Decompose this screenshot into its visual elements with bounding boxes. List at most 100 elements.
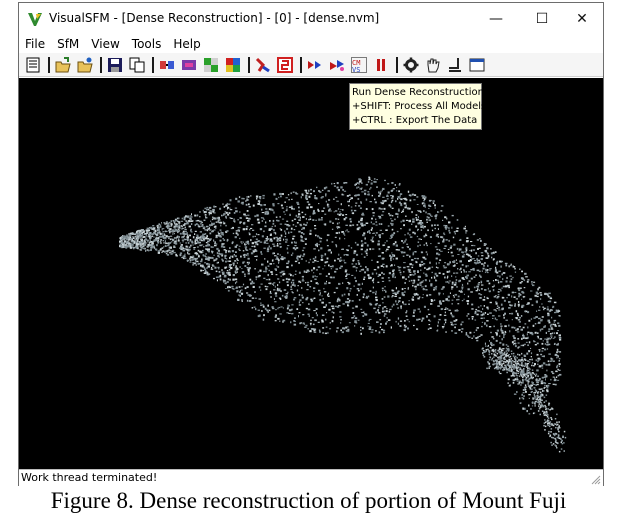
- resize-grip-icon[interactable]: [589, 473, 601, 485]
- point: [213, 239, 215, 242]
- point: [254, 235, 256, 237]
- sfm-step-icon[interactable]: [255, 57, 271, 73]
- point: [540, 399, 543, 402]
- point: [500, 361, 502, 363]
- point: [409, 271, 412, 273]
- save-icon[interactable]: [107, 57, 123, 73]
- point: [183, 255, 186, 258]
- title-bar[interactable]: VisualSFM - [Dense Reconstruction] - [0]…: [19, 3, 603, 34]
- point: [427, 308, 430, 311]
- point: [548, 363, 551, 366]
- point: [391, 235, 393, 238]
- point: [155, 236, 157, 239]
- point: [486, 324, 488, 327]
- point: [291, 198, 293, 200]
- point: [275, 274, 278, 276]
- point: [422, 226, 425, 229]
- incremental-sfm-icon[interactable]: [329, 57, 345, 73]
- close-button[interactable]: ✕: [576, 10, 588, 27]
- point: [524, 272, 527, 275]
- point: [363, 276, 366, 279]
- point: [340, 186, 343, 189]
- point: [417, 228, 419, 230]
- point: [511, 312, 514, 315]
- menu-tools[interactable]: Tools: [131, 36, 162, 51]
- point: [404, 290, 406, 293]
- copy-icon[interactable]: [129, 57, 145, 73]
- point: [214, 266, 217, 269]
- show-features-icon[interactable]: [447, 57, 463, 73]
- point: [456, 310, 459, 312]
- match-images-icon[interactable]: [159, 57, 175, 73]
- point: [351, 274, 354, 276]
- point: [182, 246, 184, 249]
- point: [495, 360, 498, 363]
- open-multi-images-icon[interactable]: [55, 56, 71, 73]
- point: [549, 333, 552, 335]
- point: [397, 322, 399, 325]
- point: [455, 272, 459, 274]
- feature-icon[interactable]: [225, 57, 241, 73]
- open-nvm-icon[interactable]: [77, 57, 93, 73]
- point: [212, 257, 214, 259]
- maximize-button[interactable]: ☐: [535, 10, 549, 27]
- dense-reconstruction-icon[interactable]: CM VS: [351, 56, 367, 73]
- point: [213, 217, 216, 220]
- point: [277, 203, 280, 205]
- menu-view[interactable]: View: [91, 36, 120, 51]
- menu-help[interactable]: Help: [173, 36, 201, 51]
- point: [480, 288, 483, 290]
- pause-icon[interactable]: [373, 57, 389, 73]
- point: [503, 299, 506, 302]
- compute-matches-icon[interactable]: [181, 57, 197, 73]
- 3d-viewport[interactable]: [19, 78, 603, 469]
- menu-file[interactable]: File: [25, 36, 46, 51]
- point: [516, 366, 519, 369]
- point: [298, 213, 301, 216]
- point: [544, 348, 547, 351]
- point: [230, 265, 231, 267]
- point: [443, 247, 446, 249]
- point: [518, 369, 521, 371]
- point: [458, 280, 460, 283]
- point: [255, 243, 257, 245]
- point: [489, 356, 491, 359]
- point: [315, 197, 318, 200]
- point: [526, 372, 528, 375]
- point: [543, 307, 546, 309]
- point: [228, 273, 231, 276]
- point: [136, 239, 139, 242]
- point: [378, 207, 380, 210]
- point: [517, 362, 520, 365]
- point: [520, 287, 522, 289]
- point: [380, 201, 382, 204]
- pairwise-matrix-icon[interactable]: [203, 57, 219, 73]
- point: [505, 285, 508, 288]
- point: [507, 347, 510, 350]
- menu-sfm[interactable]: SfM: [57, 36, 80, 51]
- hand-tool-icon[interactable]: [425, 57, 441, 73]
- point: [539, 306, 541, 308]
- point: [335, 196, 338, 198]
- point: [530, 391, 532, 393]
- display-window-icon[interactable]: [469, 57, 485, 73]
- point: [468, 254, 471, 257]
- point: [305, 218, 307, 220]
- log-window-icon[interactable]: [25, 57, 41, 73]
- point: [268, 208, 271, 211]
- point: [339, 267, 342, 269]
- compute-3d-icon[interactable]: [307, 57, 323, 73]
- point: [311, 317, 314, 319]
- point: [548, 404, 550, 406]
- point: [488, 367, 490, 369]
- minimize-button[interactable]: —: [489, 10, 503, 27]
- point: [123, 239, 126, 242]
- point: [494, 359, 497, 361]
- sfm-mode-icon[interactable]: [277, 56, 293, 73]
- point: [303, 270, 306, 273]
- settings-gear-icon[interactable]: [403, 57, 419, 73]
- point: [513, 364, 516, 368]
- point: [298, 301, 300, 304]
- point: [356, 253, 359, 256]
- point: [441, 205, 444, 207]
